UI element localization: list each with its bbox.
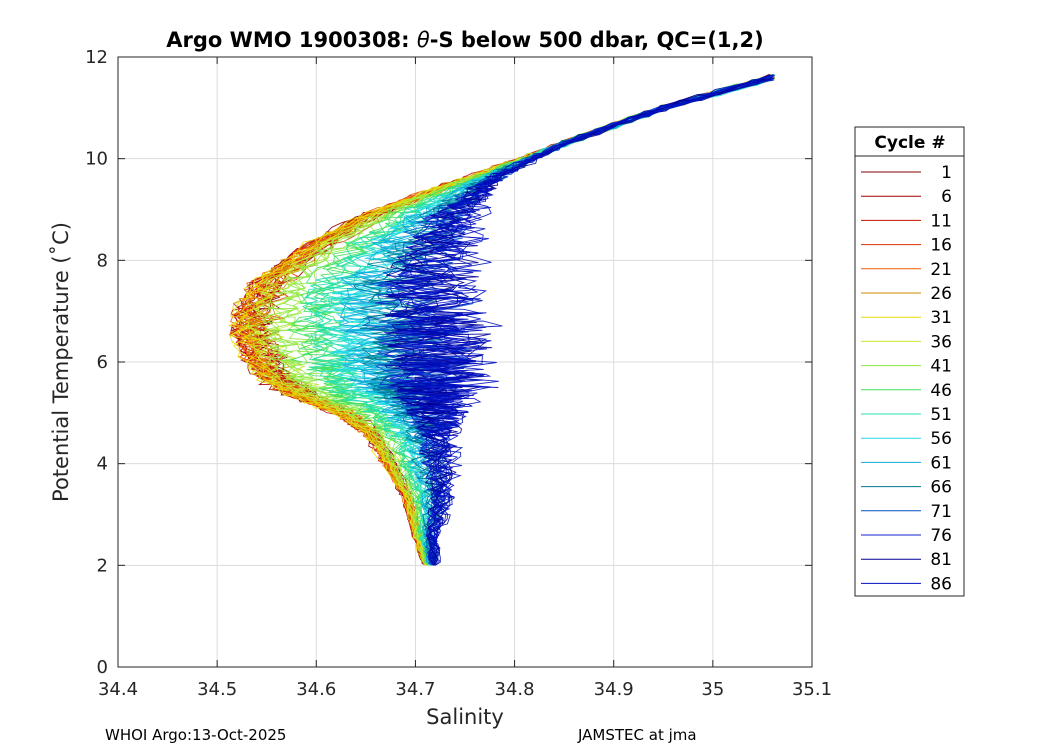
legend-label-6: 6	[941, 187, 952, 207]
x-tick-label: 34.4	[98, 679, 138, 700]
series-line-cycle-11	[245, 78, 773, 566]
series-line-cycle-36	[249, 75, 775, 566]
x-tick-label: 34.9	[594, 679, 634, 700]
series-line-cycle-11	[240, 75, 771, 566]
series-line-cycle-21	[232, 76, 776, 566]
y-tick-label: 8	[97, 250, 108, 271]
x-tick-label: 35.1	[792, 679, 832, 700]
title-theta: θ	[417, 28, 430, 52]
legend-label-56: 56	[930, 429, 952, 449]
series-line-cycle-31	[230, 75, 770, 566]
title-suffix: -S below 500 dbar, QC=(1,2)	[430, 28, 764, 52]
series-line-cycle-31	[241, 79, 773, 566]
series-line-cycle-36	[245, 76, 772, 566]
x-axis-label: Salinity	[426, 705, 504, 729]
series-line-cycle-66	[353, 75, 772, 566]
legend-label-51: 51	[930, 405, 952, 425]
series-line-cycle-6	[249, 79, 775, 566]
series-line-cycle-41	[278, 74, 773, 566]
series-line-cycle-1	[246, 74, 774, 566]
legend-label-46: 46	[930, 381, 952, 401]
series-line-cycle-86	[389, 76, 771, 566]
y-tick-label: 6	[97, 352, 108, 373]
series-line-cycle-31	[227, 77, 772, 566]
series-line-cycle-71	[369, 79, 771, 566]
series-line-cycle-26	[244, 74, 773, 566]
series-line-cycle-1	[250, 79, 771, 566]
legend-label-11: 11	[930, 211, 952, 231]
series-line-cycle-46	[295, 78, 772, 566]
series-line-cycle-6	[229, 75, 775, 566]
footer-credit-right: JAMSTEC at jma	[578, 726, 697, 744]
legend-box	[854, 126, 965, 597]
title-prefix: Argo WMO 1900308:	[166, 28, 417, 52]
y-tick-label: 12	[85, 47, 108, 68]
series-line-cycle-46	[302, 77, 771, 566]
series-line-cycle-6	[245, 79, 772, 566]
legend: Cycle # 16111621263136414651566166717681…	[854, 126, 965, 597]
series-line-cycle-41	[269, 79, 773, 566]
legend-label-41: 41	[930, 357, 952, 377]
series-line-cycle-11	[230, 75, 773, 566]
x-tick-label: 35	[701, 679, 724, 700]
x-tick-label: 34.6	[296, 679, 336, 700]
legend-title: Cycle #	[874, 133, 945, 153]
x-tick-label: 34.5	[197, 679, 237, 700]
data-series-group	[227, 73, 776, 566]
legend-label-21: 21	[930, 260, 952, 280]
footer-credit-left: WHOI Argo:13-Oct-2025	[105, 726, 287, 744]
legend-label-71: 71	[930, 502, 952, 522]
series-line-cycle-36	[243, 77, 776, 566]
legend-label-76: 76	[930, 526, 952, 546]
legend-label-66: 66	[930, 478, 952, 498]
legend-label-31: 31	[930, 308, 952, 328]
series-line-cycle-26	[253, 76, 774, 566]
x-tick-label: 34.8	[495, 679, 535, 700]
y-axis-label: Potential Temperature (˚C)	[49, 222, 73, 502]
series-line-cycle-86	[383, 78, 775, 566]
legend-label-1: 1	[941, 163, 952, 183]
series-line-cycle-6	[243, 74, 774, 566]
series-line-cycle-21	[229, 74, 773, 566]
y-tick-label: 0	[97, 657, 108, 678]
legend-label-61: 61	[930, 453, 952, 473]
series-line-cycle-26	[243, 76, 775, 566]
series-line-cycle-86	[399, 76, 773, 566]
legend-label-86: 86	[930, 574, 952, 594]
y-tick-label: 10	[85, 149, 108, 170]
legend-label-16: 16	[930, 236, 952, 256]
chart-title: Argo WMO 1900308: θ-S below 500 dbar, QC…	[166, 28, 763, 52]
axis-ticks: 34.4 34.5 34.6 34.7 34.8 34.9 35 35.1 0 2 4 6 8 10 12	[85, 47, 832, 700]
series-line-cycle-16	[252, 77, 772, 566]
legend-label-26: 26	[930, 284, 952, 304]
x-tick-label: 34.7	[395, 679, 435, 700]
y-tick-label: 4	[97, 454, 108, 475]
legend-label-81: 81	[930, 550, 952, 570]
y-tick-label: 2	[97, 555, 108, 576]
series-line-cycle-1	[233, 77, 772, 566]
legend-label-36: 36	[930, 332, 952, 352]
